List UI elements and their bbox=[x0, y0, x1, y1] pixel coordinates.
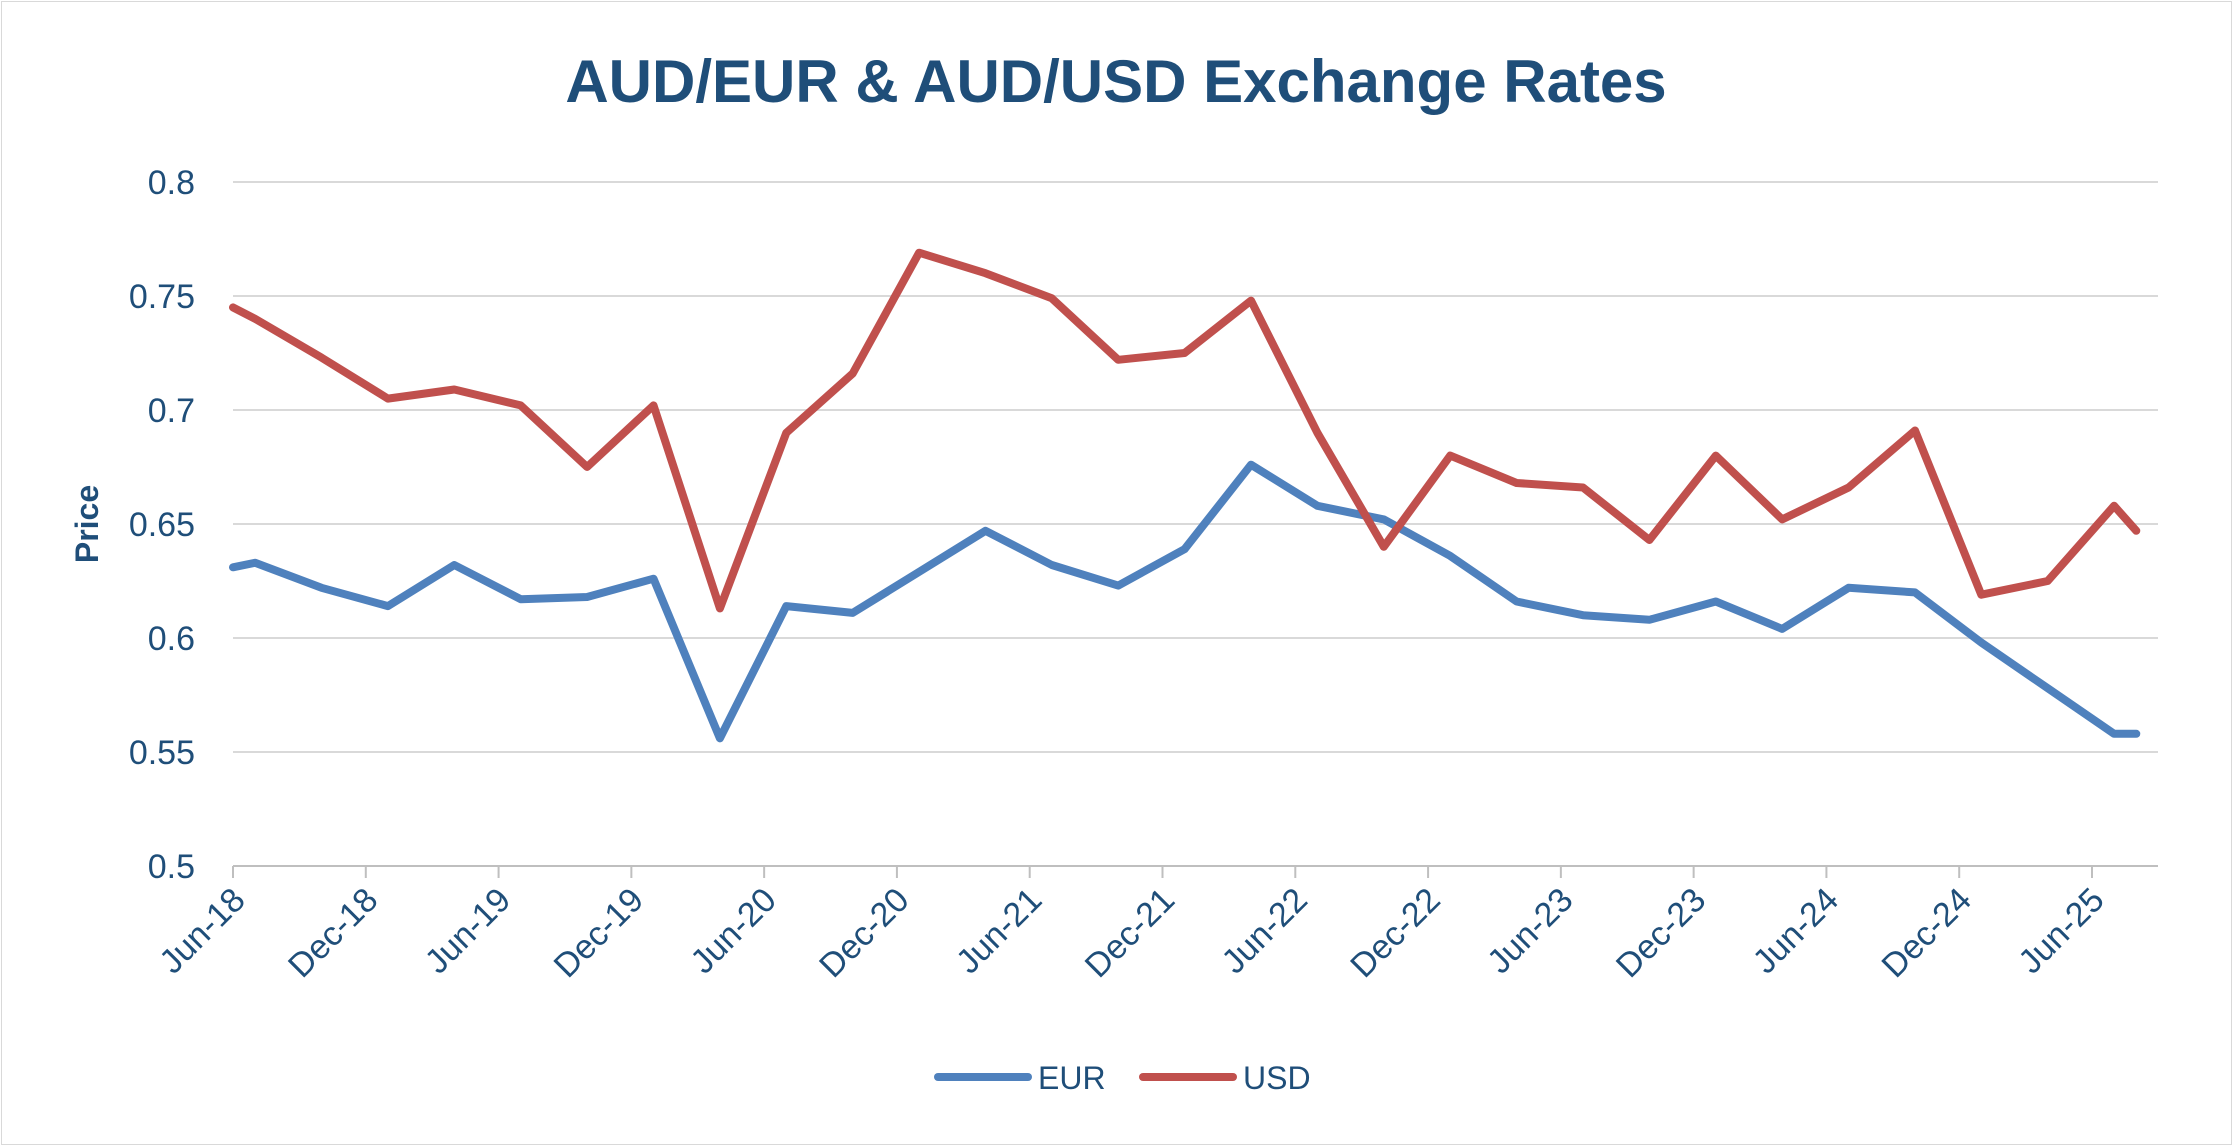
x-tick-label: Jun-19 bbox=[418, 881, 518, 981]
y-axis-label: Price bbox=[69, 485, 105, 563]
y-tick-label: 0.5 bbox=[148, 848, 195, 886]
x-tick-label: Dec-19 bbox=[547, 881, 651, 985]
x-tick-label: Dec-22 bbox=[1343, 881, 1447, 985]
x-tick-label: Jun-20 bbox=[683, 881, 783, 981]
y-tick-label: 0.8 bbox=[148, 164, 195, 202]
x-tick-label: Jun-25 bbox=[2011, 881, 2111, 981]
y-tick-label: 0.75 bbox=[129, 278, 195, 316]
x-axis bbox=[232, 865, 2158, 878]
legend: EUR USD bbox=[934, 1060, 1311, 1096]
legend-label-eur: EUR bbox=[1038, 1060, 1106, 1096]
x-tick-label: Jun-24 bbox=[1746, 881, 1846, 981]
x-tick-label: Dec-23 bbox=[1609, 881, 1713, 985]
y-tick-label: 0.6 bbox=[148, 620, 195, 658]
x-tick-label: Dec-24 bbox=[1874, 881, 1978, 985]
x-tick-label: Dec-20 bbox=[812, 881, 916, 985]
y-tick-labels: 0.5 0.55 0.6 0.65 0.7 0.75 0.8 bbox=[129, 164, 195, 886]
y-tick-label: 0.55 bbox=[129, 734, 195, 772]
x-tick-label: Jun-18 bbox=[152, 881, 252, 981]
x-tick-labels: Jun-18 Dec-18 Jun-19 Dec-19 Jun-20 Dec-20 Jun-… bbox=[152, 881, 2111, 985]
y-tick-label: 0.65 bbox=[129, 506, 195, 544]
y-tick-label: 0.7 bbox=[148, 392, 195, 430]
x-tick-label: Dec-21 bbox=[1078, 881, 1182, 985]
x-tick-label: Jun-21 bbox=[949, 881, 1049, 981]
legend-label-usd: USD bbox=[1243, 1060, 1311, 1096]
series-line-usd bbox=[229, 248, 2141, 613]
x-tick-label: Dec-18 bbox=[281, 881, 385, 985]
series-lines bbox=[229, 248, 2141, 743]
x-tick-label: Jun-22 bbox=[1215, 881, 1315, 981]
series-line-eur bbox=[229, 460, 2141, 743]
x-tick-label: Jun-23 bbox=[1480, 881, 1580, 981]
gridlines bbox=[233, 181, 2158, 867]
chart-title: AUD/EUR & AUD/USD Exchange Rates bbox=[565, 48, 1666, 115]
